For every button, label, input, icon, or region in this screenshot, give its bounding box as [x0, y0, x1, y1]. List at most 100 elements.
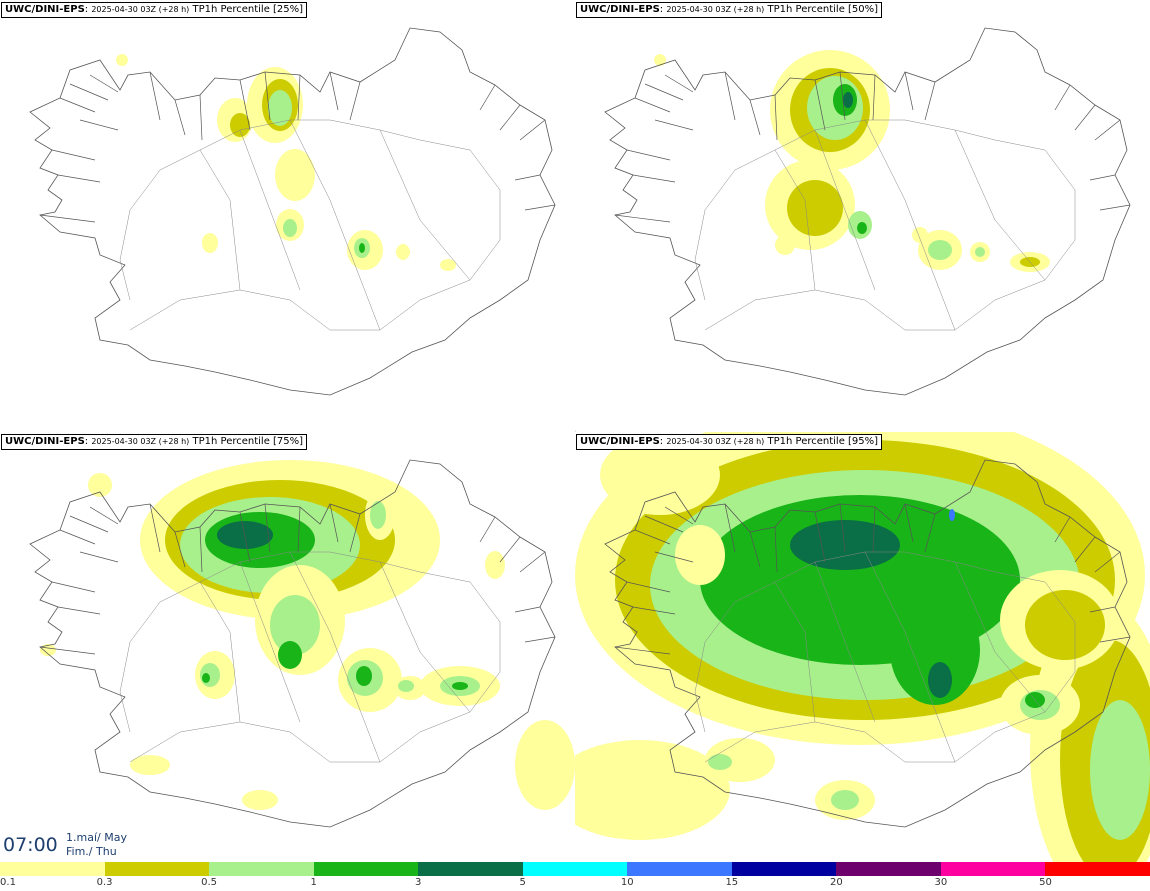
precip-area [890, 595, 980, 705]
road-line [814, 129, 876, 291]
fjord-line [614, 581, 676, 655]
precip-area [398, 680, 414, 692]
percentile-label: TP1h Percentile [95%] [767, 436, 879, 447]
colorbar-segment [313, 862, 419, 876]
model-name: UWC/DINI-EPS [5, 436, 85, 447]
model-name: UWC/DINI-EPS [5, 4, 85, 15]
panel-title: UWC/DINI-EPS: 2025-04-30 03Z (+28 h) TP1… [576, 434, 883, 450]
colorbar-tick-label: 15 [725, 877, 739, 888]
fjord-line [614, 149, 676, 223]
precip-area [912, 227, 928, 243]
fjord-line [239, 71, 301, 131]
precip-area [928, 662, 952, 698]
fjord-line [149, 71, 203, 141]
precip-area [857, 222, 867, 234]
fjord-line [634, 74, 694, 131]
precip-area [775, 235, 795, 255]
precip-area [787, 180, 843, 236]
run-time: 2025-04-30 03Z (+28 h) [666, 437, 765, 446]
precip-area [278, 641, 302, 669]
fjord-line [149, 503, 203, 573]
fjord-line [39, 149, 101, 223]
precip-map [575, 432, 1150, 862]
colorbar-segment [940, 862, 1046, 876]
colorbar-segment [209, 862, 314, 876]
run-time: 2025-04-30 03Z (+28 h) [91, 5, 190, 14]
fjord-line [814, 503, 876, 563]
fjord-line [39, 581, 101, 655]
fjord-line [59, 506, 119, 563]
colorbar-tick-label: 0.1 [0, 877, 16, 888]
fjord-line [1054, 516, 1131, 643]
colorbar-segment [418, 862, 523, 876]
precip-area [515, 720, 575, 810]
precip-area [949, 509, 955, 521]
precip-area [370, 501, 386, 529]
precip-area [654, 54, 666, 66]
fjord-line [814, 71, 876, 131]
colorbar-ticks: 0.1 0.3 0.5 1 3 5 10 15 20 30 50 [0, 877, 1150, 891]
road-line [199, 581, 241, 723]
fjord-line [329, 503, 361, 553]
panel-title: UWC/DINI-EPS: 2025-04-30 03Z (+28 h) TP1… [1, 2, 308, 18]
road-line [289, 551, 381, 763]
precip-area [575, 740, 730, 840]
road-line [199, 149, 241, 291]
percentile-label: TP1h Percentile [75%] [192, 436, 304, 447]
road-line [694, 551, 1076, 763]
road-line [954, 129, 1046, 281]
road-line [379, 561, 471, 713]
valid-date: 1.maí/ May [66, 831, 127, 844]
percentile-label: TP1h Percentile [50%] [767, 4, 879, 15]
road-line [119, 119, 501, 331]
colorbar-segment [104, 862, 210, 876]
road-line [774, 149, 816, 291]
map-panel-75: UWC/DINI-EPS: 2025-04-30 03Z (+28 h) TP1… [0, 432, 575, 862]
fjord-line [634, 506, 694, 563]
precip-area [88, 473, 112, 497]
precip-area [843, 92, 853, 108]
precip-area [790, 520, 900, 570]
precip-area [283, 219, 297, 237]
road-line [864, 551, 956, 763]
run-time: 2025-04-30 03Z (+28 h) [91, 437, 190, 446]
road-line [289, 119, 381, 331]
colorbar-tick-label: 3 [414, 877, 422, 888]
map-panel-50: UWC/DINI-EPS: 2025-04-30 03Z (+28 h) TP1… [575, 0, 1150, 430]
precip-area [275, 149, 315, 201]
precip-area [396, 244, 410, 260]
precip-area [217, 521, 273, 549]
precip-area [116, 54, 128, 66]
precip-map [29, 459, 575, 828]
valid-time-box: 07:00 1.maí/ May Fim./ Thu [0, 828, 130, 862]
fjord-line [724, 71, 778, 141]
panel-divider [575, 0, 576, 860]
map-panel-25: UWC/DINI-EPS: 2025-04-30 03Z (+28 h) TP1… [0, 0, 575, 430]
colorbar-segment [0, 862, 105, 876]
road-line [239, 561, 301, 723]
model-name: UWC/DINI-EPS [580, 436, 660, 447]
colorbar-tick-label: 0.5 [201, 877, 218, 888]
colorbar-segment [836, 862, 941, 876]
coastline [29, 27, 556, 396]
fjord-line [479, 516, 556, 643]
fjord-line [904, 71, 936, 121]
precip-area [40, 644, 56, 656]
colorbar-segment [731, 862, 837, 876]
precip-area [202, 673, 210, 683]
precip-colorbar [0, 862, 1150, 876]
panel-title: UWC/DINI-EPS: 2025-04-30 03Z (+28 h) TP1… [576, 2, 883, 18]
precip-area [708, 754, 732, 770]
colorbar-tick-label: 30 [934, 877, 948, 888]
precip-area [485, 551, 505, 579]
precip-map [604, 27, 1131, 396]
precip-area [130, 755, 170, 775]
road-line [239, 129, 301, 291]
precip-area [452, 682, 468, 690]
coastline [29, 459, 556, 828]
model-name: UWC/DINI-EPS [580, 4, 660, 15]
colorbar-segment [627, 862, 732, 876]
fjord-line [1054, 84, 1131, 211]
run-time: 2025-04-30 03Z (+28 h) [666, 5, 765, 14]
valid-weekday: Fim./ Thu [66, 845, 117, 858]
